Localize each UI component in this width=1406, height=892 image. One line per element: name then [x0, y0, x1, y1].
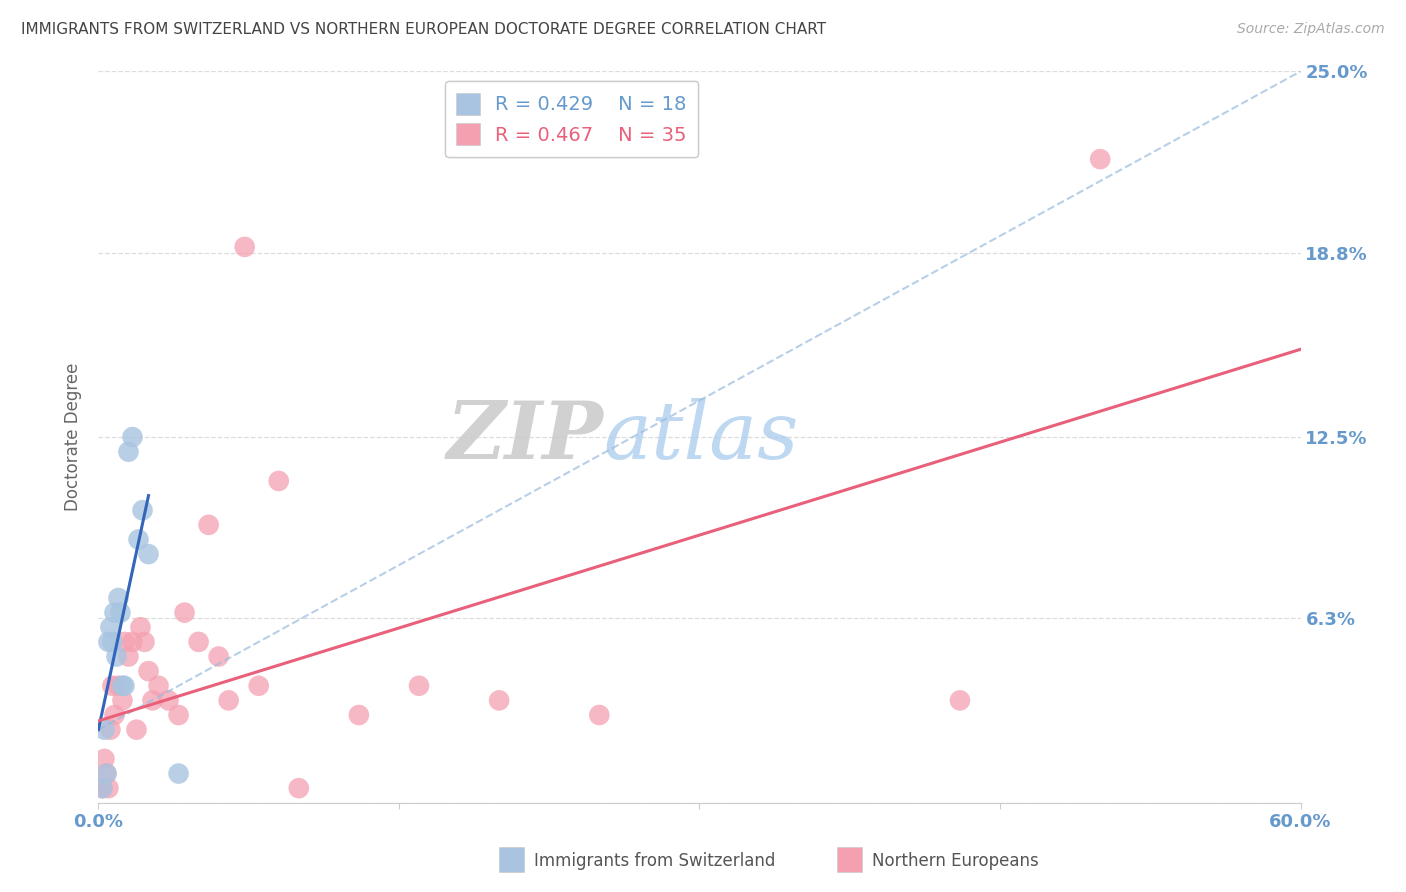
Point: [110, 606, 132, 620]
Point: [233, 240, 256, 254]
Point: [111, 679, 134, 693]
Text: Northern Europeans: Northern Europeans: [872, 852, 1039, 870]
Y-axis label: Doctorate Degree: Doctorate Degree: [65, 363, 83, 511]
Point: [91, 781, 114, 796]
Point: [117, 444, 139, 458]
Point: [117, 649, 139, 664]
Point: [347, 708, 370, 723]
Point: [173, 606, 195, 620]
Point: [121, 635, 143, 649]
Point: [97, 635, 120, 649]
Text: ZIP: ZIP: [447, 399, 603, 475]
Point: [131, 503, 153, 517]
Point: [167, 708, 190, 723]
Point: [111, 693, 134, 707]
Text: atlas: atlas: [603, 399, 799, 475]
Point: [91, 781, 114, 796]
Point: [148, 679, 170, 693]
Point: [138, 664, 160, 678]
Point: [141, 693, 163, 707]
Point: [408, 679, 430, 693]
Point: [129, 620, 152, 634]
Point: [97, 781, 120, 796]
Point: [105, 649, 128, 664]
Point: [100, 723, 122, 737]
Point: [96, 766, 118, 780]
Point: [121, 430, 143, 444]
Point: [93, 723, 115, 737]
Point: [101, 679, 124, 693]
Point: [107, 679, 129, 693]
Legend: R = 0.429    N = 18, R = 0.467    N = 35: R = 0.429 N = 18, R = 0.467 N = 35: [444, 81, 699, 157]
Text: IMMIGRANTS FROM SWITZERLAND VS NORTHERN EUROPEAN DOCTORATE DEGREE CORRELATION CH: IMMIGRANTS FROM SWITZERLAND VS NORTHERN …: [21, 22, 827, 37]
Point: [107, 591, 129, 605]
Point: [167, 766, 190, 780]
Text: Source: ZipAtlas.com: Source: ZipAtlas.com: [1237, 22, 1385, 37]
Point: [157, 693, 180, 707]
Point: [288, 781, 311, 796]
Point: [267, 474, 290, 488]
Point: [187, 635, 209, 649]
Point: [588, 708, 610, 723]
Point: [138, 547, 160, 561]
Point: [247, 679, 270, 693]
Point: [197, 517, 219, 532]
Point: [101, 635, 124, 649]
Point: [218, 693, 240, 707]
Point: [949, 693, 972, 707]
Point: [103, 708, 125, 723]
Point: [128, 533, 150, 547]
Point: [114, 635, 136, 649]
Point: [93, 752, 115, 766]
Point: [100, 620, 122, 634]
Point: [96, 766, 118, 780]
Point: [134, 635, 156, 649]
Point: [125, 723, 148, 737]
Text: Immigrants from Switzerland: Immigrants from Switzerland: [534, 852, 776, 870]
Point: [1088, 152, 1111, 166]
Point: [103, 606, 125, 620]
Point: [208, 649, 231, 664]
Point: [114, 679, 136, 693]
Point: [488, 693, 510, 707]
